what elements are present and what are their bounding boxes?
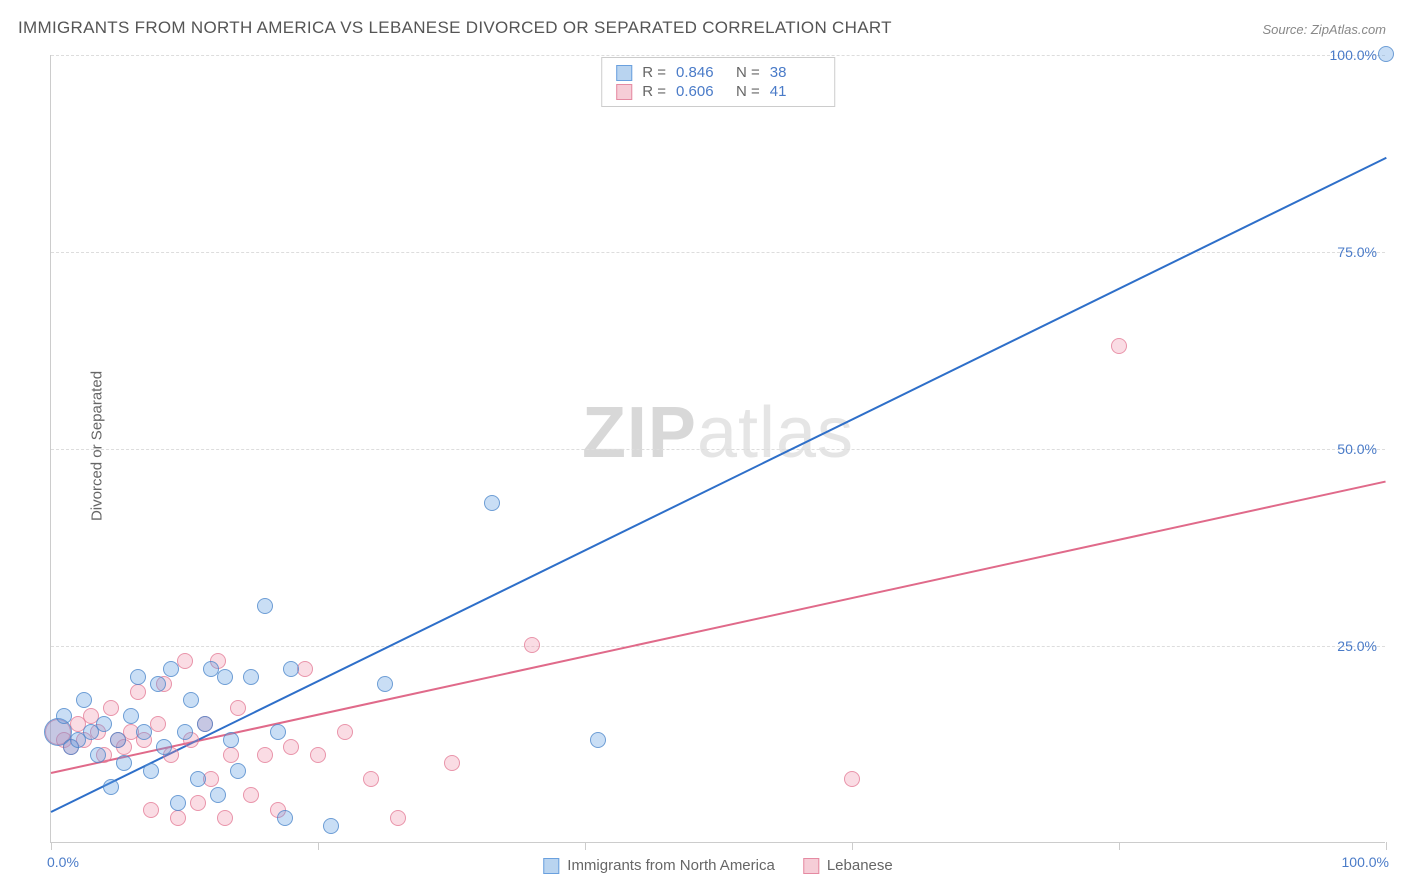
- data-point-blue: [590, 732, 606, 748]
- data-point-blue: [197, 716, 213, 732]
- data-point-blue: [277, 810, 293, 826]
- data-point-blue: [177, 724, 193, 740]
- data-point-blue: [190, 771, 206, 787]
- data-point-blue: [283, 661, 299, 677]
- x-tick: [585, 842, 586, 850]
- data-point-pink: [217, 810, 233, 826]
- data-point-blue: [130, 669, 146, 685]
- data-point-pink: [1111, 338, 1127, 354]
- data-point-blue: [323, 818, 339, 834]
- x-tick-label: 100.0%: [1342, 854, 1389, 870]
- data-point-blue: [136, 724, 152, 740]
- data-point-pink: [143, 802, 159, 818]
- data-point-blue: [56, 708, 72, 724]
- data-point-blue: [143, 763, 159, 779]
- x-tick: [852, 842, 853, 850]
- data-point-blue: [217, 669, 233, 685]
- legend-row-pink: R = 0.606 N = 41: [616, 82, 820, 101]
- legend-item-blue: Immigrants from North America: [543, 857, 775, 874]
- regression-line-pink: [51, 481, 1386, 775]
- watermark-atlas: atlas: [697, 393, 854, 473]
- legend-row-blue: R = 0.846 N = 38: [616, 63, 820, 82]
- x-tick-label: 0.0%: [47, 854, 79, 870]
- data-point-pink: [130, 684, 146, 700]
- data-point-blue: [257, 598, 273, 614]
- data-point-blue: [484, 495, 500, 511]
- data-point-blue: [110, 732, 126, 748]
- chart-container: IMMIGRANTS FROM NORTH AMERICA VS LEBANES…: [0, 0, 1406, 892]
- source-attribution: Source: ZipAtlas.com: [1262, 22, 1386, 37]
- data-point-blue: [270, 724, 286, 740]
- swatch-blue-icon: [543, 858, 559, 874]
- plot-area: ZIPatlas R = 0.846 N = 38 R = 0.606 N = …: [50, 55, 1385, 843]
- swatch-pink-icon: [616, 84, 632, 100]
- data-point-blue: [183, 692, 199, 708]
- data-point-blue: [230, 763, 246, 779]
- data-point-blue: [76, 692, 92, 708]
- y-tick-label: 100.0%: [1330, 47, 1377, 63]
- data-point-blue: [223, 732, 239, 748]
- x-tick: [1386, 842, 1387, 850]
- y-tick-label: 75.0%: [1337, 244, 1377, 260]
- data-point-blue: [377, 676, 393, 692]
- data-point-pink: [230, 700, 246, 716]
- n-label: N =: [736, 83, 760, 100]
- data-point-pink: [243, 787, 259, 803]
- data-point-blue: [116, 755, 132, 771]
- data-point-blue: [150, 676, 166, 692]
- x-tick: [1119, 842, 1120, 850]
- legend-item-pink: Lebanese: [803, 857, 893, 874]
- data-point-blue: [210, 787, 226, 803]
- watermark-zip: ZIP: [582, 393, 697, 473]
- chart-title: IMMIGRANTS FROM NORTH AMERICA VS LEBANES…: [18, 18, 892, 38]
- r-value-pink: 0.606: [676, 83, 726, 100]
- y-tick-label: 25.0%: [1337, 638, 1377, 654]
- data-point-pink: [190, 795, 206, 811]
- gridline: [51, 449, 1385, 450]
- data-point-pink: [283, 739, 299, 755]
- n-value-blue: 38: [770, 64, 820, 81]
- gridline: [51, 252, 1385, 253]
- data-point-blue: [90, 747, 106, 763]
- gridline: [51, 55, 1385, 56]
- data-point-pink: [363, 771, 379, 787]
- x-tick: [51, 842, 52, 850]
- data-point-pink: [844, 771, 860, 787]
- y-tick-label: 50.0%: [1337, 441, 1377, 457]
- data-point-pink: [337, 724, 353, 740]
- swatch-blue-icon: [616, 65, 632, 81]
- data-point-blue: [96, 716, 112, 732]
- r-label: R =: [642, 64, 666, 81]
- data-point-blue: [156, 739, 172, 755]
- x-tick: [318, 842, 319, 850]
- swatch-pink-icon: [803, 858, 819, 874]
- data-point-blue: [170, 795, 186, 811]
- data-point-blue: [123, 708, 139, 724]
- data-point-pink: [310, 747, 326, 763]
- data-point-blue: [163, 661, 179, 677]
- data-point-pink: [444, 755, 460, 771]
- n-value-pink: 41: [770, 83, 820, 100]
- legend-label-blue: Immigrants from North America: [567, 857, 775, 874]
- r-label: R =: [642, 83, 666, 100]
- r-value-blue: 0.846: [676, 64, 726, 81]
- data-point-pink: [257, 747, 273, 763]
- series-legend: Immigrants from North America Lebanese: [543, 857, 892, 874]
- data-point-blue: [243, 669, 259, 685]
- correlation-legend: R = 0.846 N = 38 R = 0.606 N = 41: [601, 57, 835, 107]
- data-point-pink: [524, 637, 540, 653]
- data-point-pink: [390, 810, 406, 826]
- data-point-blue: [103, 779, 119, 795]
- data-point-blue: [1378, 46, 1394, 62]
- legend-label-pink: Lebanese: [827, 857, 893, 874]
- data-point-pink: [223, 747, 239, 763]
- watermark: ZIPatlas: [582, 392, 854, 474]
- gridline: [51, 646, 1385, 647]
- regression-line-blue: [51, 158, 1387, 814]
- data-point-pink: [103, 700, 119, 716]
- data-point-pink: [170, 810, 186, 826]
- n-label: N =: [736, 64, 760, 81]
